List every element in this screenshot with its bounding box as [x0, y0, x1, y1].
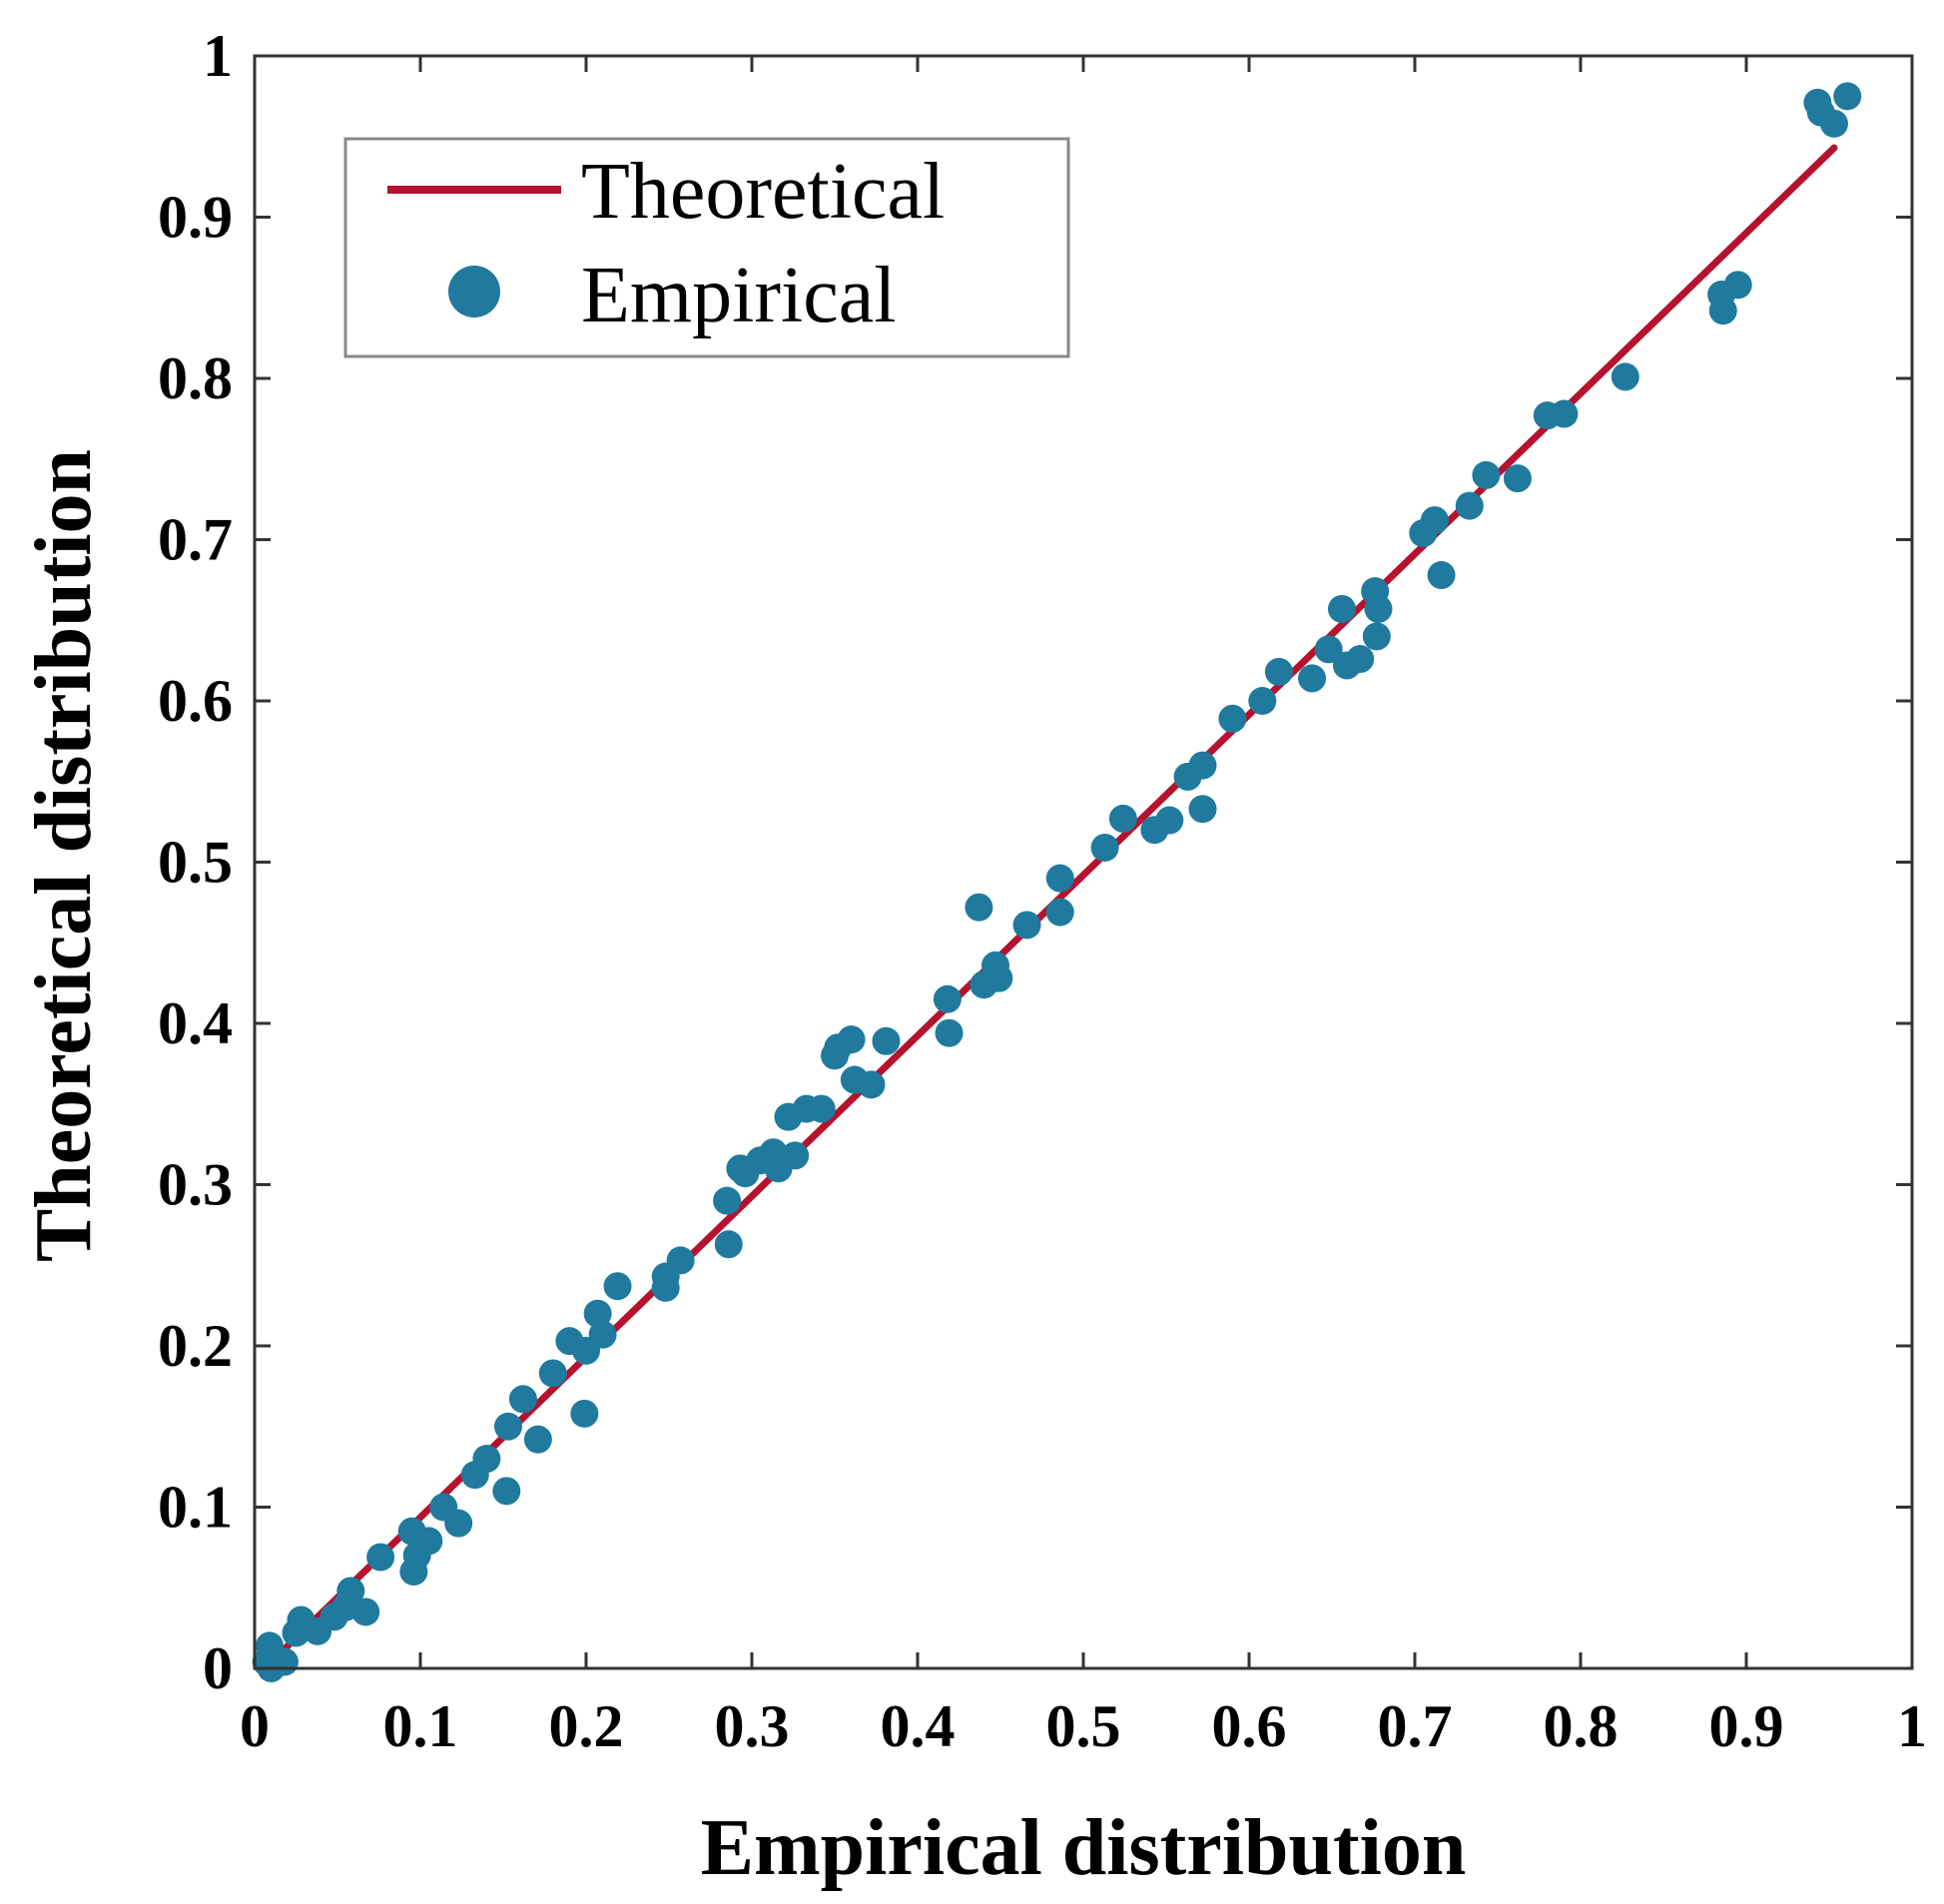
y-axis-title-group: Theoretical distribution: [20, 449, 108, 1262]
empirical-point: [872, 1026, 901, 1055]
y-tick-label: 0.9: [158, 185, 233, 251]
empirical-point: [336, 1577, 365, 1605]
empirical-point: [935, 1018, 964, 1047]
empirical-point: [1472, 460, 1501, 489]
x-tick-label: 0.7: [1378, 1693, 1453, 1759]
empirical-point: [1550, 399, 1579, 428]
empirical-point: [1090, 833, 1119, 862]
x-tick-label: 0.2: [549, 1693, 624, 1759]
empirical-point: [713, 1186, 742, 1215]
empirical-point: [1045, 864, 1074, 893]
empirical-point: [270, 1647, 299, 1676]
x-tick-label: 0.4: [881, 1693, 956, 1759]
ticks-layer: 0 0.1 0.2 0.3 0.4 0.5 0.6 0.7 0.8 0.9 1 0 0.1 0.2 0.3 0…: [158, 23, 1927, 1759]
empirical-point: [1045, 898, 1074, 927]
empirical-point: [588, 1320, 617, 1349]
empirical-point: [1503, 464, 1532, 493]
y-tick-label: 0.2: [158, 1313, 233, 1379]
y-tick-label: 0.8: [158, 345, 233, 411]
x-tick-label: 0.1: [383, 1693, 458, 1759]
empirical-point: [1264, 657, 1293, 686]
empirical-point: [493, 1412, 522, 1441]
empirical-point: [366, 1543, 395, 1572]
x-tick-label: 0.3: [715, 1693, 790, 1759]
empirical-point: [965, 893, 993, 922]
empirical-point: [570, 1399, 599, 1428]
empirical-point: [1833, 82, 1862, 111]
y-tick-label: 0.7: [158, 507, 233, 573]
empirical-point: [1346, 645, 1375, 674]
y-tick-label: 0.5: [158, 830, 233, 896]
empirical-point: [837, 1025, 866, 1054]
empirical-point: [1723, 271, 1752, 300]
empirical-point: [857, 1070, 886, 1099]
y-tick-label: 0: [203, 1635, 233, 1701]
empirical-point: [1108, 804, 1137, 833]
empirical-point: [1155, 806, 1184, 835]
x-tick-label: 1: [1897, 1693, 1927, 1759]
plot-frame: [253, 54, 1914, 1670]
empirical-point: [1218, 704, 1247, 733]
empirical-point: [666, 1246, 695, 1275]
empirical-point: [807, 1094, 836, 1123]
x-tick-label: 0.6: [1212, 1693, 1287, 1759]
y-tick-label: 0.3: [158, 1152, 233, 1218]
empirical-point: [933, 984, 962, 1013]
empirical-point: [508, 1385, 537, 1414]
empirical-point: [538, 1359, 567, 1388]
empirical-point: [1427, 561, 1456, 590]
x-tick-label: 0.8: [1544, 1693, 1619, 1759]
empirical-point: [984, 963, 1013, 992]
empirical-point: [1364, 594, 1393, 623]
empirical-point: [414, 1527, 443, 1556]
empirical-point: [714, 1230, 743, 1259]
empirical-point: [1455, 491, 1484, 520]
legend-label-empirical: Empirical: [581, 252, 896, 339]
empirical-point: [472, 1445, 501, 1474]
legend-marker-swatch: [448, 266, 500, 317]
empirical-point: [523, 1425, 552, 1454]
empirical-point: [1188, 751, 1217, 780]
empirical-point: [1708, 297, 1737, 325]
x-tick-label: 0.5: [1046, 1693, 1121, 1759]
y-tick-label: 0.6: [158, 668, 233, 734]
x-tick-label: 0: [240, 1693, 270, 1759]
empirical-point: [1819, 109, 1848, 138]
legend-label-theoretical: Theoretical: [581, 148, 945, 236]
empirical-point: [603, 1272, 632, 1301]
empirical-point: [1188, 795, 1217, 824]
empirical-point: [781, 1141, 810, 1170]
empirical-point: [583, 1299, 612, 1328]
empirical-point: [444, 1509, 473, 1538]
empirical-point: [492, 1477, 521, 1506]
empirical-point: [1362, 622, 1391, 651]
y-tick-label: 1: [203, 23, 233, 89]
y-tick-label: 0.1: [158, 1475, 233, 1541]
legend-box: [343, 137, 1070, 358]
x-tick-label: 0.9: [1709, 1693, 1784, 1759]
empirical-point: [1298, 664, 1327, 693]
empirical-points-layer: [252, 82, 1862, 1682]
y-axis-title: Theoretical distribution: [20, 449, 108, 1262]
empirical-point: [1611, 362, 1639, 391]
empirical-point: [1314, 635, 1343, 664]
empirical-point: [1248, 687, 1277, 715]
empirical-point: [1420, 506, 1449, 535]
empirical-point: [1327, 594, 1356, 623]
empirical-point: [351, 1597, 380, 1626]
x-axis-title: Empirical distribution: [701, 1804, 1467, 1892]
legend: Theoretical Empirical: [343, 137, 1070, 358]
y-tick-label: 0.4: [158, 990, 233, 1056]
empirical-point: [1012, 911, 1041, 940]
